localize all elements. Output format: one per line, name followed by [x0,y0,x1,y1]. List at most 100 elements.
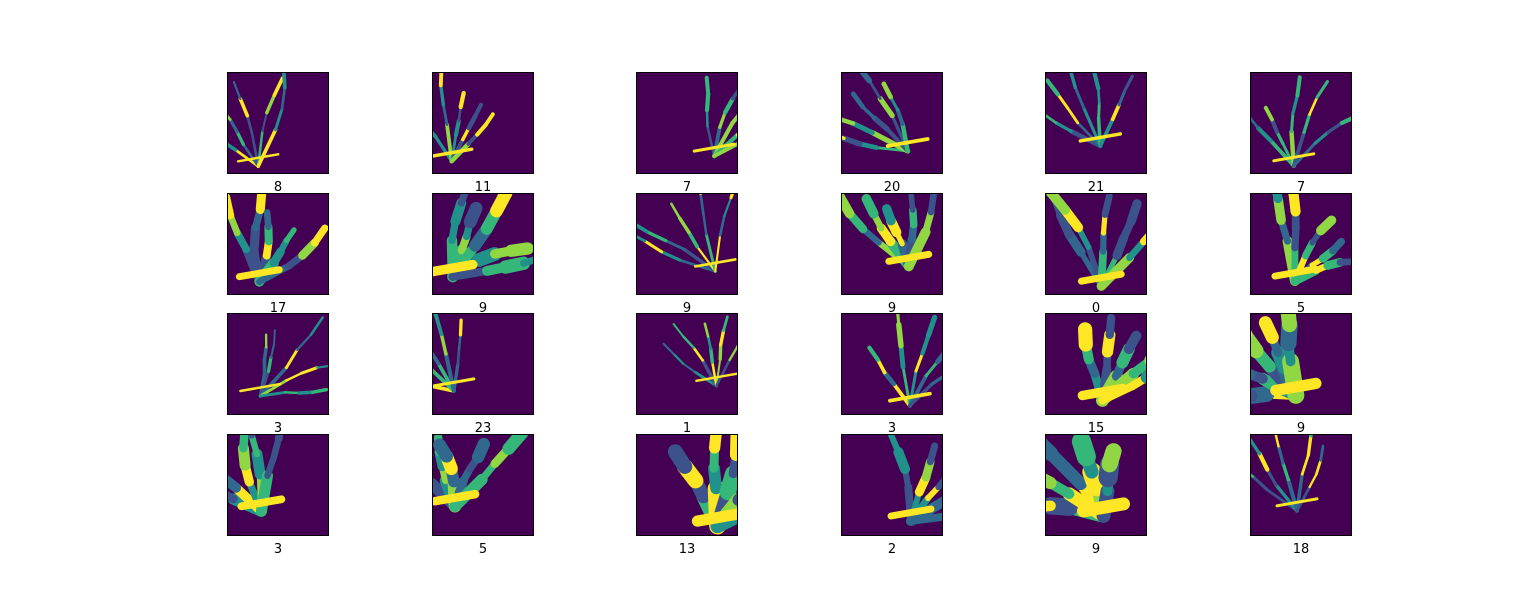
skeleton-bone [296,333,313,352]
skeleton-bone [1258,316,1279,344]
hand-skeleton-image [1046,73,1134,149]
hand-skeleton-image [1251,75,1351,169]
skeleton-bone [256,128,278,169]
panel-cell: 9 [1045,434,1147,564]
hand-skeleton-image [433,194,533,283]
heatmap-panel [227,193,329,295]
skeleton-bone [682,362,696,373]
skeleton-bone [867,345,880,362]
palm-bone [693,258,737,268]
heatmap-panel [841,193,943,295]
skeleton-bone [842,135,846,141]
panel-cell: 3 [227,313,329,443]
panel-cell: 21 [1045,72,1147,202]
panel-cell: 9 [841,193,943,323]
hand-skeleton-image [228,73,287,169]
palm-bone [433,259,478,277]
palm-bone [1271,265,1319,280]
skeleton-bone [483,112,495,127]
panel-label: 8 [273,180,283,195]
skeleton-bone [504,242,533,257]
skeleton-bone [1251,330,1264,359]
skeleton-bone [228,194,235,220]
palm-bone [433,147,474,158]
skeleton-bone [1076,121,1102,148]
panel-cell: 17 [227,193,329,323]
heatmap-panel [1045,434,1147,536]
skeleton-bone [670,202,682,220]
hand-skeleton-image [1046,194,1146,291]
skeleton-bone [1316,215,1337,236]
skeleton-bone [672,323,685,338]
skeleton-bone [895,107,905,127]
palm-bone [888,391,932,403]
heatmap-panel [1045,313,1147,415]
skeleton-bone [709,347,715,364]
skeleton-bone [715,358,722,387]
skeleton-bone [924,360,940,378]
heatmap-panel [227,313,329,415]
skeleton-bone [877,95,895,119]
panel-label: 0 [1091,301,1101,316]
hand-skeleton-image [433,73,495,164]
skeleton-bone [463,201,483,229]
skeleton-bone [1096,116,1103,148]
skeleton-bone [704,91,711,113]
skeleton-bone [1056,92,1070,110]
hand-skeleton-image [433,435,528,513]
skeleton-bone [258,390,287,398]
skeleton-bone [466,132,480,146]
skeleton-bone [686,230,699,249]
skeleton-bone [1117,88,1127,107]
skeleton-bone [273,329,276,346]
skeleton-bone [711,360,718,388]
palm-bone [691,508,737,527]
skeleton-bone [261,111,268,133]
heatmap-panel [636,313,738,415]
skeleton-bone [297,390,315,395]
hand-skeleton-image [667,435,737,535]
hand-skeleton-image [228,435,286,517]
skeleton-bone [705,108,709,128]
heatmap-panel [432,313,534,415]
skeleton-bone [475,122,488,137]
skeleton-bone [1077,322,1093,352]
skeleton-bone [704,75,711,96]
skeleton-bone [235,130,246,147]
skeleton-bone [1289,129,1296,169]
skeleton-bone [1291,93,1300,116]
skeleton-bone [1139,233,1146,246]
palm-bone [692,142,736,153]
skeleton-bone [664,239,686,251]
skeleton-bone [706,335,713,351]
palm-bone [235,266,283,281]
skeleton-bone [1315,80,1329,99]
skeleton-bone [927,194,938,216]
palm-bone [695,372,737,383]
skeleton-bone [729,194,734,200]
skeleton-bone [262,345,269,362]
hand-skeleton-image [867,314,942,408]
skeleton-bone [1295,75,1302,98]
skeleton-bone [238,97,250,118]
skeleton-bone [228,475,242,493]
panel-label: 23 [474,421,492,436]
skeleton-bone [242,143,260,168]
skeleton-bone [1257,451,1270,472]
hand-skeleton-image [1251,435,1325,513]
panel-cell: 7 [1250,72,1352,202]
skeleton-bone [1105,314,1116,340]
skeleton-bone [1272,194,1283,204]
skeleton-bone [1319,444,1325,462]
skeleton-bone [889,95,900,112]
skeleton-bone [1308,95,1319,116]
skeleton-bone [433,314,438,317]
panel-cell: 3 [841,313,943,443]
skeleton-bone [1326,121,1344,135]
hand-skeleton-image [887,435,942,527]
skeleton-bone [1336,258,1351,266]
panel-label: 11 [474,180,492,195]
palm-bone [433,377,476,388]
skeleton-bone [1056,210,1074,239]
